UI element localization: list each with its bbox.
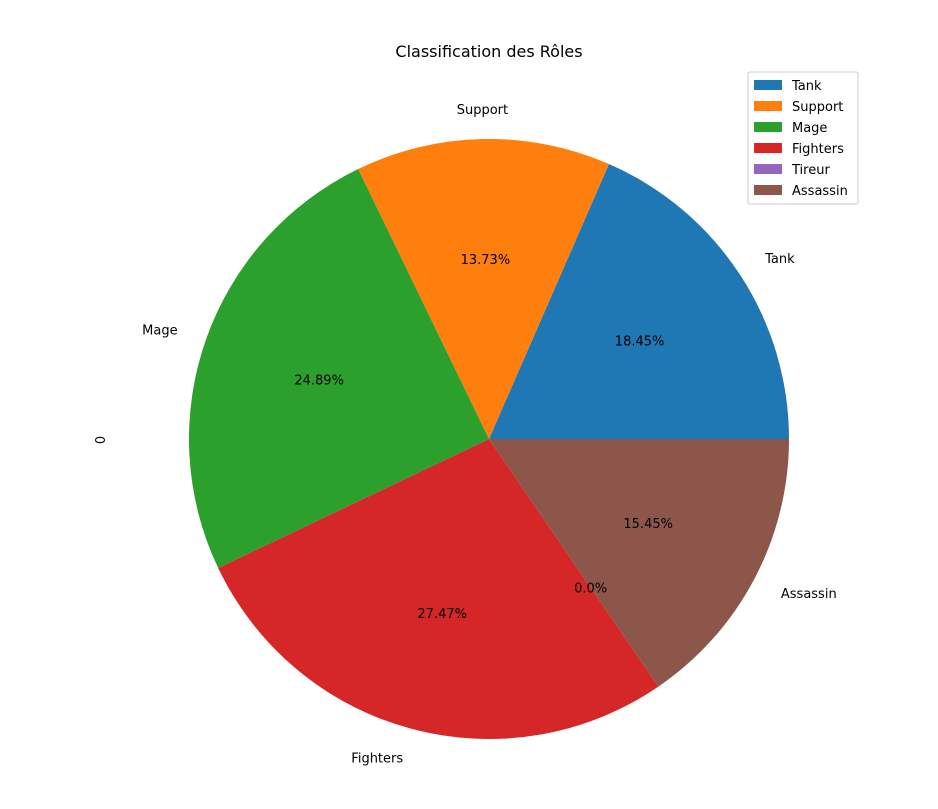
legend-swatch-tank — [754, 80, 782, 90]
legend-swatch-mage — [754, 122, 782, 132]
slice-assassin — [489, 439, 789, 687]
legend-label-fighters: Fighters — [792, 142, 844, 157]
legend-swatch-support — [754, 101, 782, 111]
pie-labels: Tank 18.45% Support 13.73% Mage 24.89% Fighter… — [142, 103, 837, 767]
slice-value-assassin: 15.45% — [623, 517, 673, 532]
legend-label-assassin: Assassin — [792, 184, 848, 199]
slice-value-mage: 24.89% — [294, 373, 344, 388]
legend-swatch-fighters — [754, 143, 782, 153]
legend-swatch-tireur — [754, 164, 782, 174]
y-axis-label: 0 — [94, 436, 109, 444]
slice-label-fighters: Fighters — [351, 752, 403, 767]
slice-support — [358, 138, 609, 439]
slice-label-support: Support — [457, 103, 508, 118]
slice-value-fighters: 27.47% — [417, 607, 467, 622]
slice-fighters — [218, 439, 659, 739]
slice-value-tank: 18.45% — [615, 334, 665, 349]
slice-tank — [489, 164, 790, 440]
slice-label-assassin: Assassin — [781, 587, 837, 602]
legend-label-tank: Tank — [791, 79, 822, 94]
legend-label-mage: Mage — [792, 121, 827, 136]
pie-slices — [189, 138, 790, 739]
legend-label-tireur: Tireur — [791, 163, 830, 178]
slice-value-tireur: 0.0% — [574, 582, 607, 597]
slice-mage — [189, 169, 490, 569]
chart-title: Classification des Rôles — [395, 42, 582, 61]
legend-label-support: Support — [792, 100, 843, 115]
legend: Tank Support Mage Fighters Tireur Assassin — [747, 71, 859, 205]
slice-label-mage: Mage — [142, 324, 177, 339]
slice-value-support: 13.73% — [461, 253, 511, 268]
slice-label-tank: Tank — [764, 252, 795, 267]
legend-swatch-assassin — [754, 185, 782, 195]
